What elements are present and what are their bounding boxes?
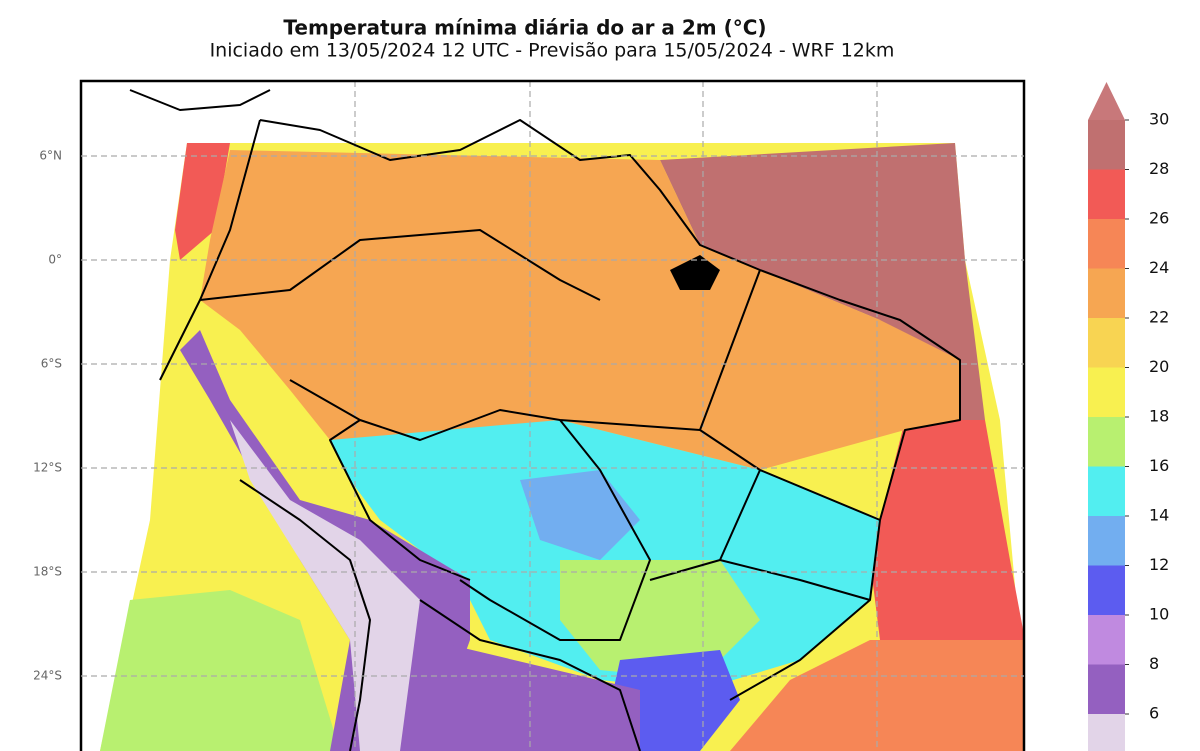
south-cold — [430, 640, 640, 751]
map-title: Temperatura mínima diária do ar a 2m (°C… — [283, 16, 766, 40]
land-warm — [200, 150, 960, 470]
colorbar-over — [1088, 82, 1125, 120]
colorbar-tick-label: 10 — [1149, 605, 1169, 624]
colorbar-tick-label: 28 — [1149, 159, 1169, 178]
colorbar-segment — [1088, 565, 1125, 615]
pacific-warm — [175, 143, 230, 260]
marajo-island — [670, 255, 720, 290]
southern-borders — [239, 479, 641, 751]
latitude-label: 18°S — [33, 565, 62, 579]
colorbar-segment — [1088, 120, 1125, 170]
colorbar-segment — [1088, 615, 1125, 665]
colorbar-tick-label: 22 — [1149, 308, 1169, 327]
latitude-label: 12°S — [33, 461, 62, 475]
land-mild — [560, 560, 760, 680]
colorbar-tick-label: 12 — [1149, 555, 1169, 574]
colorbar-segment — [1088, 516, 1125, 566]
colorbar-under — [1088, 714, 1125, 751]
ocean-cool — [100, 590, 340, 751]
colorbar-segment — [1088, 466, 1125, 516]
latitude-label: 24°S — [33, 669, 62, 683]
colorbar-segment — [1088, 417, 1125, 467]
map-frame — [79, 79, 1026, 751]
latitude-label: 6°N — [39, 149, 62, 163]
colorbar-segment — [1088, 664, 1125, 714]
colorbar-segment — [1088, 219, 1125, 269]
colorbar-tick-label: 18 — [1149, 407, 1169, 426]
ocean-warm-e — [870, 420, 1024, 640]
latitude-label: 0° — [48, 253, 62, 267]
colorbar-segment — [1088, 268, 1125, 318]
map-area — [81, 81, 1024, 751]
andes-coldest — [230, 420, 420, 751]
colorbar-tick-label: 6 — [1149, 704, 1159, 723]
borders — [159, 119, 881, 641]
colorbar-segment — [1088, 367, 1125, 417]
colorbar-tick-label: 24 — [1149, 258, 1169, 277]
colorbar-tick-label: 30 — [1149, 110, 1169, 129]
map-subtitle: Iniciado em 13/05/2024 12 UTC - Previsão… — [210, 40, 895, 62]
colorbar-tick-label: 20 — [1149, 357, 1169, 376]
colorbar-segment — [1088, 169, 1125, 219]
colorbar-tick-label: 14 — [1149, 506, 1169, 525]
colorbar-segment — [1088, 318, 1125, 368]
colorbar-tick-label: 26 — [1149, 209, 1169, 228]
colorbar-tick-label: 16 — [1149, 456, 1169, 475]
latitude-label: 6°S — [41, 357, 62, 371]
land-colder — [520, 470, 640, 560]
colorbar-tick-label: 8 — [1149, 654, 1159, 673]
